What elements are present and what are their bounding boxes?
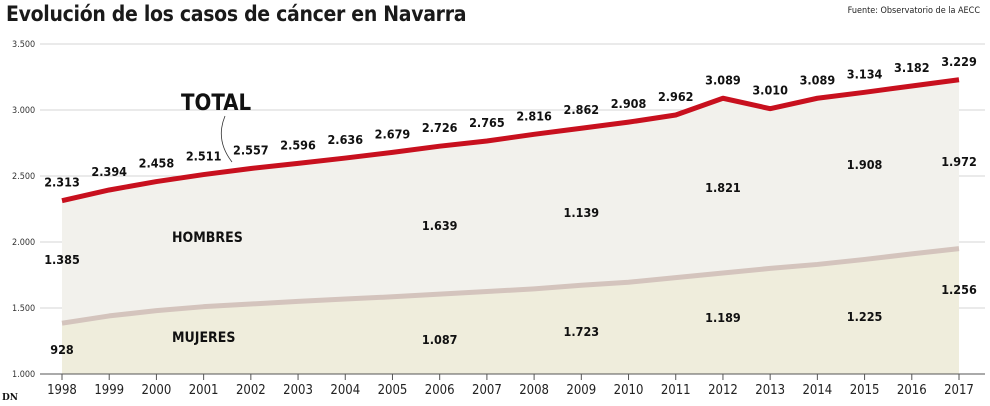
mujeres-value-label: 1.723 — [564, 324, 600, 339]
total-value-label: 2.636 — [327, 132, 363, 147]
hombres-series-label: HOMBRES — [172, 230, 243, 246]
total-value-label: 3.134 — [847, 66, 883, 81]
axes-layer: 1.000 1.500 2.000 2.500 3.000 3.500 1998 1999 20… — [12, 40, 985, 398]
total-series-label: TOTAL — [181, 91, 251, 116]
x-tick-label: 2009 — [566, 383, 596, 398]
total-value-label: 2.511 — [186, 149, 222, 164]
total-value-label: 2.679 — [375, 126, 411, 141]
total-value-label: 2.726 — [422, 120, 458, 135]
total-value-label: 2.862 — [564, 102, 600, 117]
total-value-label: 3.182 — [894, 60, 930, 75]
total-pointer — [220, 115, 233, 163]
x-tick-label: 1998 — [47, 383, 77, 398]
source-note: Fuente: Observatorio de la AECC — [847, 6, 980, 16]
hombres-value-label: 1.385 — [44, 252, 80, 267]
x-tick-label: 2005 — [378, 383, 408, 398]
mujeres-area — [62, 248, 959, 374]
y-tick-label: 3.500 — [12, 40, 35, 50]
x-tick-label: 2012 — [708, 383, 738, 398]
y-tick-label: 2.500 — [12, 172, 35, 182]
hombres-value-label: 1.821 — [705, 180, 741, 195]
mujeres-value-label: 1.189 — [705, 310, 741, 325]
y-tick-label: 2.000 — [12, 238, 35, 248]
mujeres-line — [61, 246, 960, 326]
mujeres-value-label: 1.256 — [941, 282, 977, 297]
x-tick-label: 2010 — [614, 383, 644, 398]
total-line — [61, 77, 960, 204]
x-tick-label: 2015 — [850, 383, 880, 398]
total-value-label: 2.962 — [658, 89, 694, 104]
x-tick-label: 2013 — [755, 383, 785, 398]
x-tick-label: 2001 — [189, 383, 219, 398]
hombres-value-label: 1.639 — [422, 218, 458, 233]
x-tick-label: 2007 — [472, 383, 502, 398]
y-tick-label: 1.500 — [12, 304, 35, 314]
x-tick-label: 2014 — [802, 383, 832, 398]
total-value-label: 3.229 — [941, 54, 977, 69]
hombres-area — [62, 79, 959, 324]
x-tick-label: 2004 — [330, 383, 360, 398]
y-tick-label: 3.000 — [12, 106, 35, 116]
x-tick-label: 2003 — [283, 383, 313, 398]
mujeres-value-label: 1.225 — [847, 309, 883, 324]
x-tick-label: 2000 — [142, 383, 172, 398]
chart-title: Evolución de los casos de cáncer en Nava… — [6, 2, 467, 26]
lines-layer — [61, 77, 960, 326]
x-tick-label: 2011 — [661, 383, 691, 398]
x-tick-label: 1999 — [94, 383, 124, 398]
mujeres-series-label: MUJERES — [172, 330, 235, 346]
labels-layer: 2.313 2.394 2.458 2.511 2.557 2.596 2.636 2.679… — [44, 54, 977, 357]
publisher-logo: DN — [2, 393, 19, 403]
hombres-value-label: 1.139 — [564, 205, 600, 220]
mujeres-value-label: 1.087 — [422, 332, 458, 347]
total-value-label: 2.458 — [139, 156, 175, 171]
x-tick-label: 2017 — [944, 383, 974, 398]
total-value-label: 2.908 — [611, 96, 647, 111]
total-value-label: 3.089 — [705, 72, 741, 87]
x-tick-label: 2002 — [236, 383, 266, 398]
x-tick-label: 2006 — [425, 383, 455, 398]
areas-layer — [62, 79, 959, 374]
total-value-label: 2.596 — [280, 137, 316, 152]
total-value-label: 2.313 — [44, 175, 80, 190]
total-value-label: 3.089 — [800, 72, 836, 87]
hombres-value-label: 1.972 — [941, 154, 977, 169]
total-value-label: 2.394 — [91, 164, 127, 179]
x-tick-label: 2008 — [519, 383, 549, 398]
total-value-label: 2.557 — [233, 142, 269, 157]
total-value-label: 2.816 — [516, 108, 552, 123]
y-tick-label: 1.000 — [12, 370, 35, 380]
x-tick-label: 2016 — [897, 383, 927, 398]
hombres-value-label: 1.908 — [847, 157, 883, 172]
total-value-label: 3.010 — [752, 83, 788, 98]
mujeres-value-label: 928 — [50, 342, 74, 357]
total-value-label: 2.765 — [469, 115, 505, 130]
